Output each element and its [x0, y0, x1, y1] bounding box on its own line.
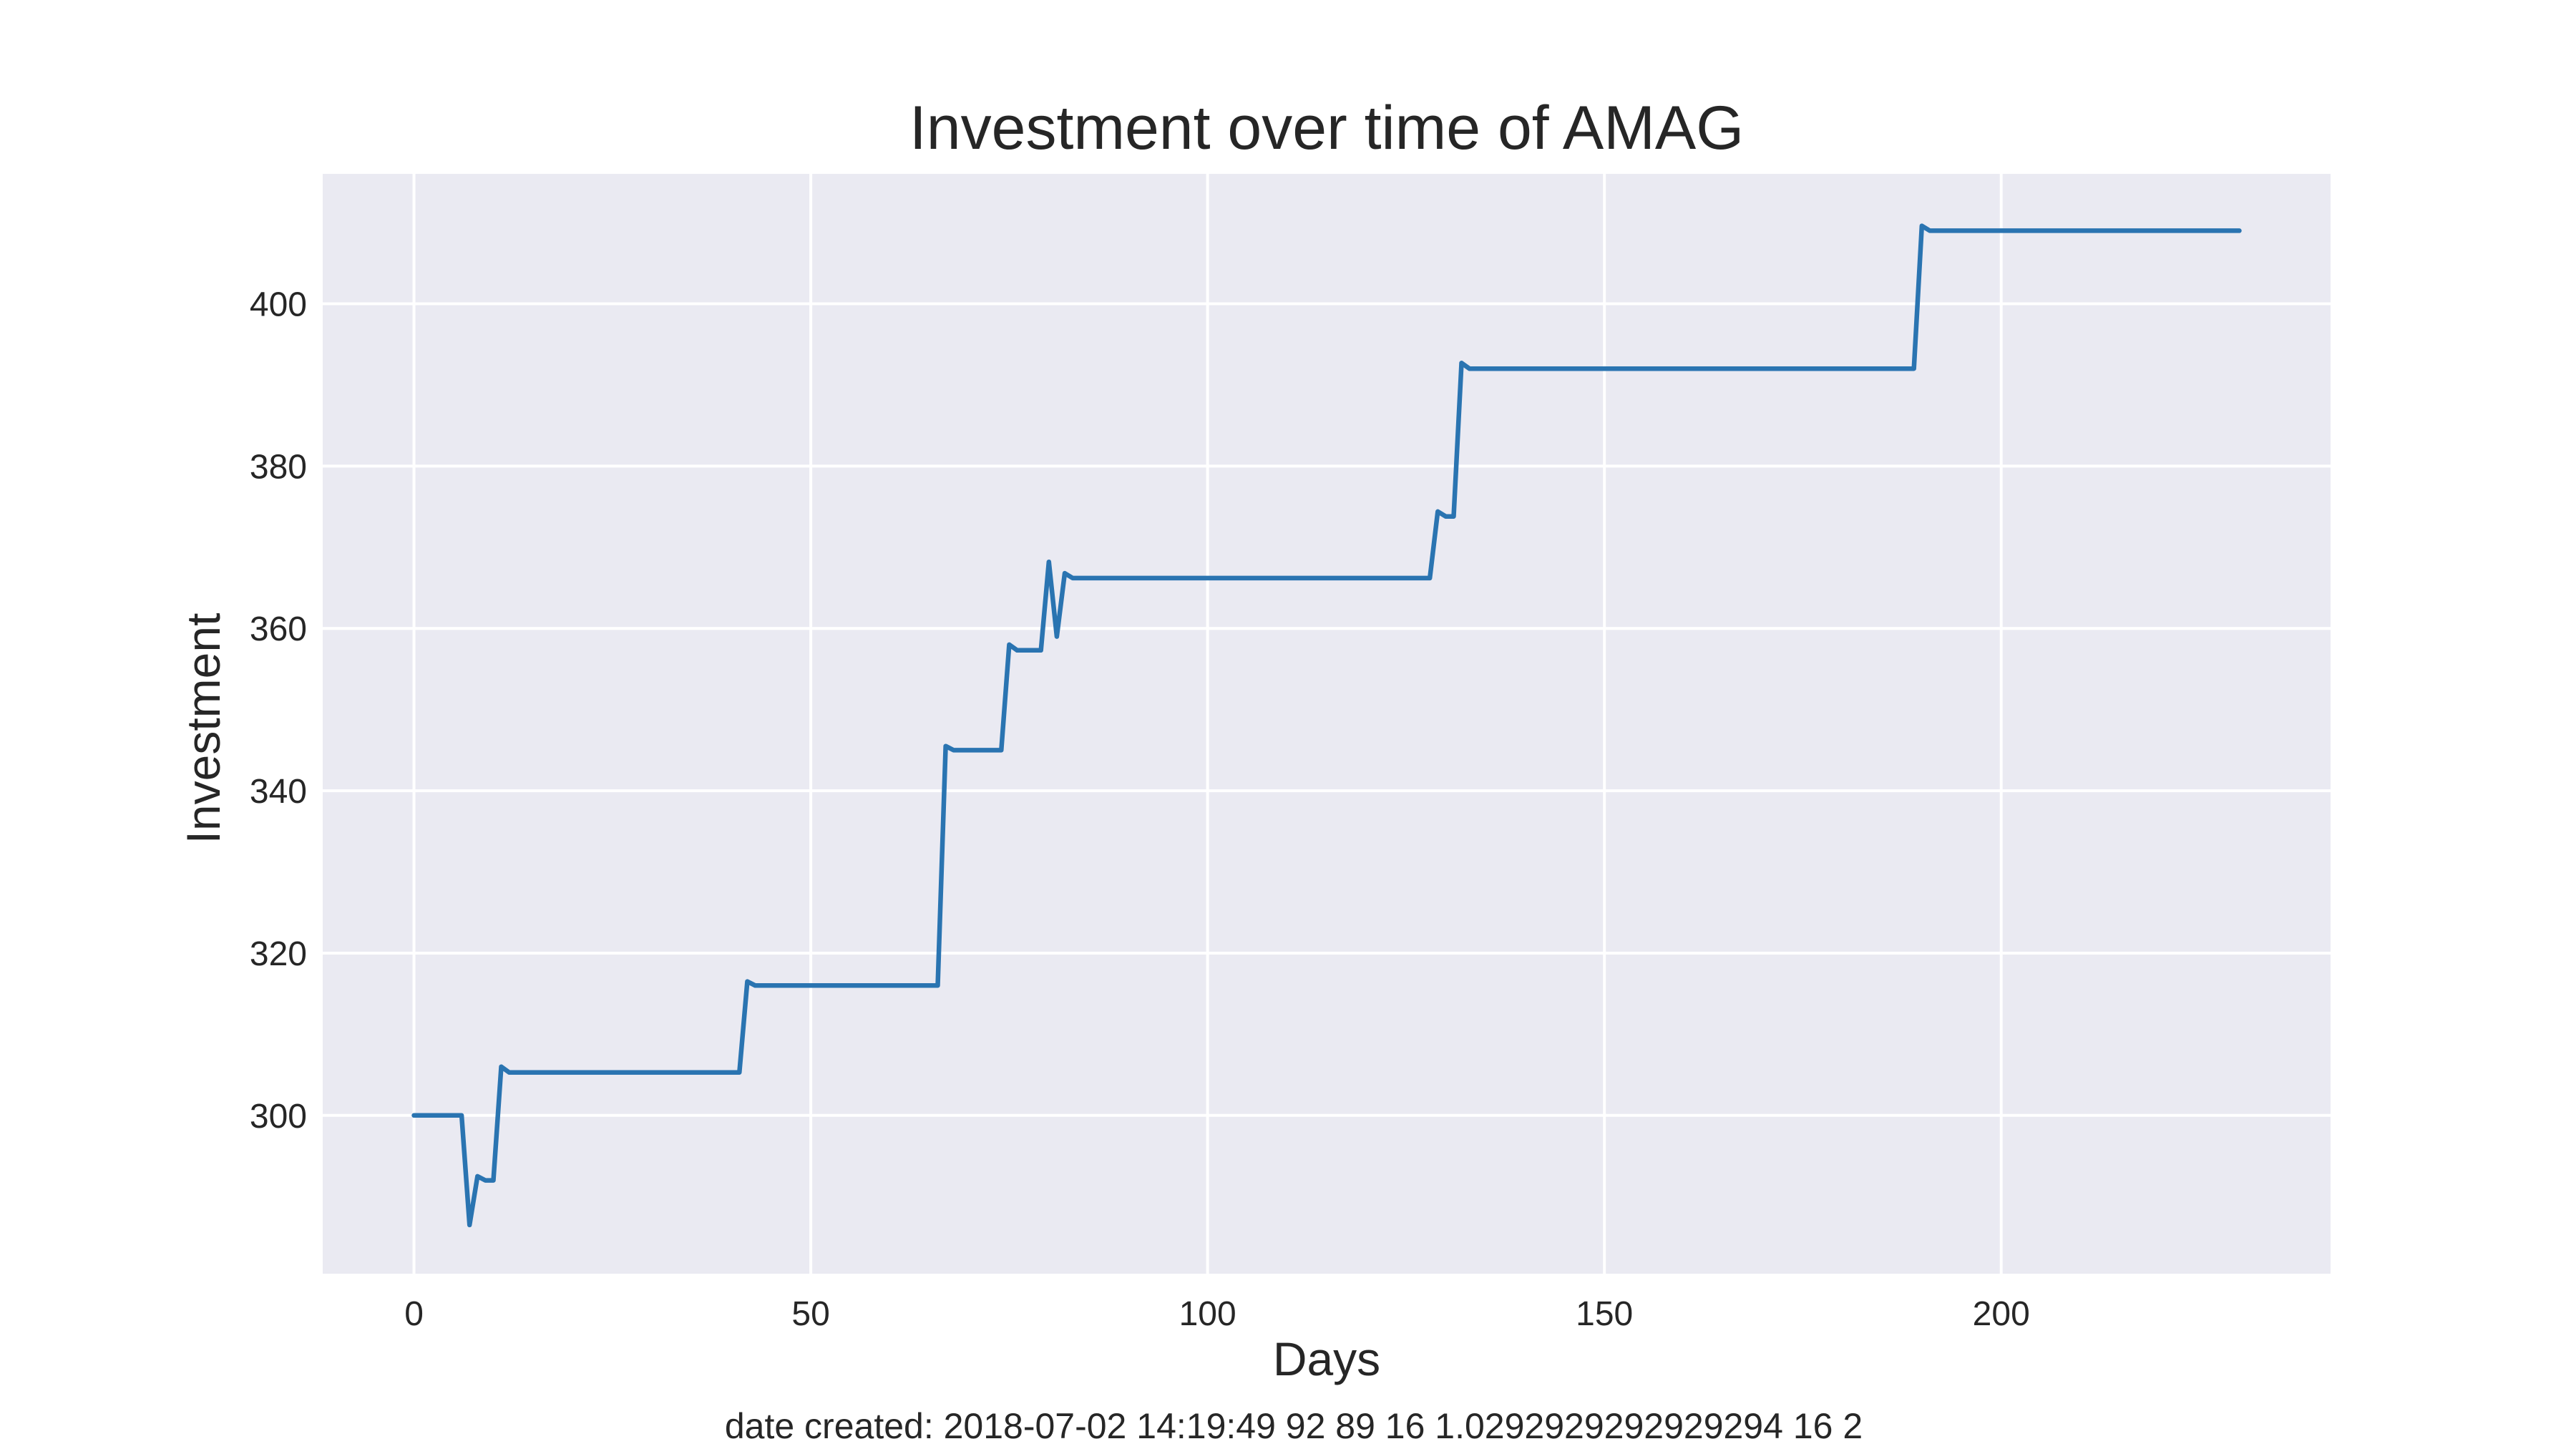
- footer-caption: date created: 2018-07-02 14:19:49 92 89 …: [725, 1406, 1863, 1446]
- x-tick-label: 50: [791, 1295, 829, 1333]
- y-tick-label: 320: [250, 935, 307, 973]
- chart-title: Investment over time of AMAG: [909, 94, 1744, 162]
- y-tick-label: 360: [250, 610, 307, 648]
- y-tick-label: 380: [250, 448, 307, 486]
- y-tick-label: 300: [250, 1098, 307, 1136]
- x-tick-label: 0: [404, 1295, 424, 1333]
- x-tick-label: 150: [1576, 1295, 1633, 1333]
- y-axis-label: Investment: [177, 613, 230, 844]
- y-tick-label: 340: [250, 773, 307, 811]
- x-axis-label: Days: [1273, 1332, 1380, 1385]
- x-tick-label: 200: [1973, 1295, 2030, 1333]
- series-line-investment: [411, 223, 2242, 1228]
- y-tick-label: 400: [250, 286, 307, 323]
- x-tick-label: 100: [1179, 1295, 1236, 1333]
- plot-area: [323, 174, 2331, 1274]
